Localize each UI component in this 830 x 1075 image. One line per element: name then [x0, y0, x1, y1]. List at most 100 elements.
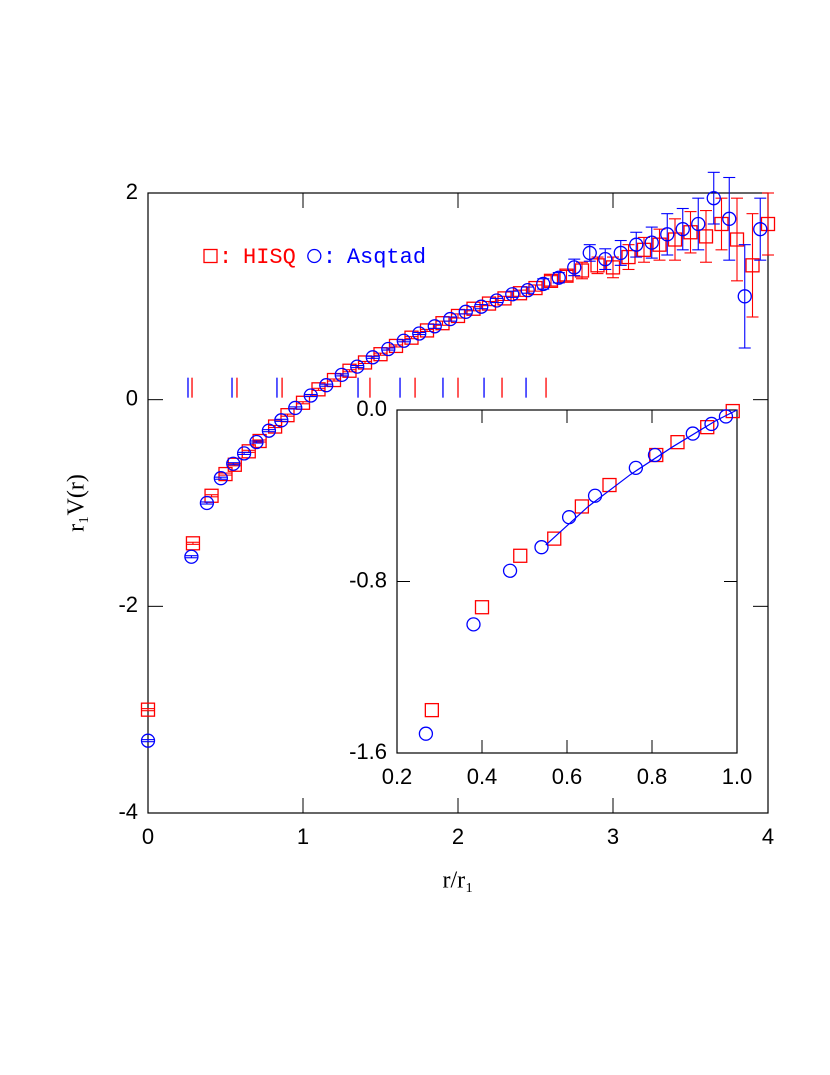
square-marker — [667, 232, 683, 247]
circle-marker — [226, 456, 241, 471]
error-bar — [275, 418, 288, 422]
error-bar — [200, 501, 213, 505]
error-bar — [498, 295, 511, 302]
x-tick-label: 0.8 — [637, 764, 668, 789]
circle-marker — [274, 413, 289, 428]
square-marker — [543, 273, 559, 288]
circle-marker — [213, 471, 229, 486]
circle-marker — [466, 617, 481, 632]
square-marker — [700, 419, 715, 435]
error-bar — [413, 331, 426, 336]
square-marker — [435, 316, 450, 331]
error-bar — [684, 211, 697, 254]
square-marker — [404, 330, 419, 345]
fit-line — [545, 409, 738, 546]
circle-marker — [140, 733, 156, 748]
error-bar — [444, 316, 457, 322]
circle-marker — [249, 434, 264, 450]
circle-marker — [567, 260, 582, 275]
legend-label: Asqtad — [347, 245, 426, 270]
circle-marker — [660, 227, 675, 242]
error-bar — [186, 541, 199, 545]
error-bar — [568, 258, 581, 277]
square-marker — [140, 702, 156, 717]
circle-marker — [598, 251, 613, 267]
x-tick-label: 1.0 — [722, 764, 753, 789]
circle-marker — [443, 311, 458, 327]
circle-marker — [644, 235, 659, 250]
circle-marker — [184, 549, 199, 564]
circle-marker — [629, 237, 644, 252]
error-bar — [374, 352, 387, 356]
error-bar — [583, 244, 596, 262]
x-tick-label: 2 — [452, 824, 464, 849]
square-marker — [605, 260, 621, 275]
error-bar — [262, 429, 275, 433]
square-marker — [218, 466, 233, 482]
x-tick-label: 3 — [607, 824, 619, 849]
circle-marker — [551, 270, 566, 285]
error-bar — [320, 383, 333, 387]
circle-marker — [334, 367, 349, 383]
circle-marker — [613, 245, 628, 261]
circle-marker — [582, 245, 597, 261]
error-bar — [715, 197, 728, 251]
circle-marker — [737, 289, 752, 304]
x-tick-label: 0.4 — [467, 764, 498, 789]
circle-marker — [474, 299, 489, 314]
x-axis-label: r/r₁ — [442, 868, 473, 894]
x-tick-label: 0 — [142, 824, 154, 849]
circle-marker — [303, 388, 318, 403]
error-bar — [250, 440, 263, 444]
circle-marker — [288, 400, 303, 416]
circle-marker — [236, 446, 252, 461]
error-bar — [746, 213, 759, 318]
square-marker — [357, 355, 373, 370]
error-bar — [214, 476, 227, 480]
circle-marker — [502, 563, 518, 578]
x-tick-label: 4 — [762, 824, 774, 849]
circle-marker — [628, 460, 643, 476]
circle-marker — [691, 216, 706, 232]
error-bar — [738, 244, 751, 349]
square-marker — [547, 531, 562, 546]
error-bar — [142, 708, 154, 712]
circle-marker — [350, 359, 365, 374]
x-tick-label: 1 — [297, 824, 309, 849]
y-axis-label: r₁V(r) — [64, 474, 90, 532]
square-marker — [342, 363, 357, 378]
square-marker — [419, 323, 435, 338]
error-bar — [428, 323, 441, 329]
error-bar — [514, 289, 526, 297]
y-tick-label: -2 — [118, 592, 138, 617]
square-marker — [652, 237, 667, 252]
error-bar — [185, 555, 198, 559]
error-bar — [397, 339, 410, 343]
square-marker — [574, 263, 590, 278]
circle-marker — [319, 378, 334, 393]
error-bar — [731, 197, 743, 282]
circle-marker — [534, 540, 549, 555]
circle-marker — [396, 333, 411, 348]
circle-marker — [722, 211, 737, 226]
square-marker — [760, 216, 776, 232]
error-bar — [289, 406, 302, 410]
circle-marker — [647, 447, 663, 463]
error-bar — [614, 239, 627, 266]
circle-marker — [418, 726, 434, 741]
square-marker — [450, 308, 466, 324]
error-bar — [459, 309, 472, 315]
error-bar — [700, 210, 712, 263]
square-marker — [636, 242, 652, 257]
square-marker — [388, 338, 404, 354]
error-bar — [382, 347, 395, 351]
error-bar — [142, 739, 154, 743]
y-tick-label: -0.8 — [349, 567, 387, 592]
legend-separator: : — [323, 245, 336, 270]
y-tick-label: -1.6 — [349, 739, 387, 764]
error-bar — [335, 373, 348, 377]
error-bar — [351, 365, 364, 369]
error-bar — [560, 269, 573, 282]
error-bar — [630, 231, 643, 258]
plot-frame — [396, 409, 738, 754]
